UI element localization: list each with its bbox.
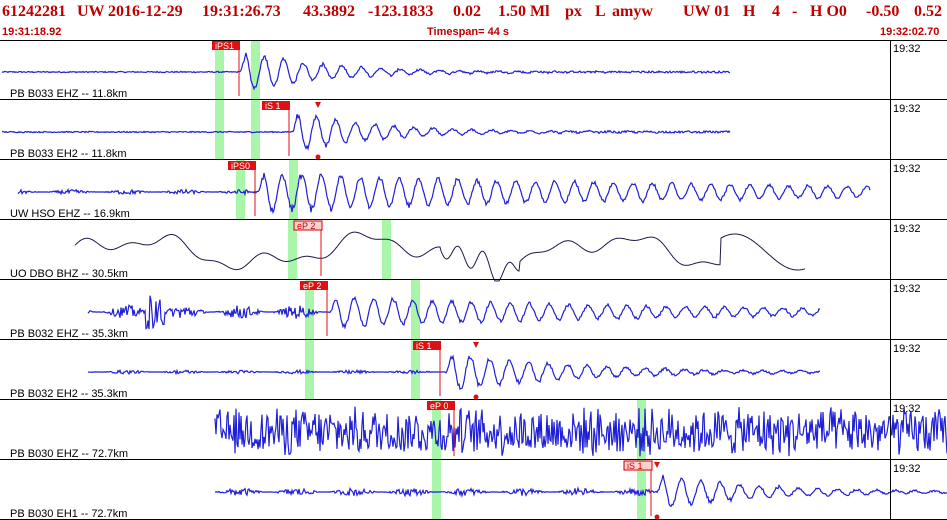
phase-window-marker: [432, 400, 441, 460]
phase-window-marker: [236, 160, 245, 220]
event-date: 2016-12-29: [108, 3, 183, 20]
waveform-trace: [1, 113, 731, 151]
amplitude-marker-icon: [315, 102, 321, 108]
seismogram-panel[interactable]: iPS1 PB B033 EHZ -- 11.8km 19:32 iS 1 PB B03…: [0, 40, 947, 520]
station-label: PB B030 EH1 -- 72.7km: [10, 508, 127, 520]
start-time: 19:31:18.92: [2, 26, 62, 38]
trace-panel[interactable]: eP 2 PB B032 EHZ -- 35.3km 19:32: [0, 280, 947, 340]
phase-window-marker: [382, 220, 391, 280]
phase-window-marker: [411, 280, 420, 340]
trace-panel[interactable]: iS 1 PB B033 EH2 -- 11.8km 19:32: [0, 100, 947, 160]
phase-pick-flag[interactable]: [212, 41, 240, 50]
phase-pick-flag[interactable]: [262, 101, 290, 110]
phase-window-marker: [432, 460, 441, 520]
phase-pick-flag[interactable]: [228, 161, 256, 170]
station-label: UW HSO EHZ -- 16.9km: [10, 208, 130, 220]
trace-time-label: 19:32: [893, 343, 921, 355]
station-label: PB B030 EHZ -- 72.7km: [10, 448, 128, 460]
waveform-trace: [215, 474, 947, 508]
phase-pick-flag[interactable]: [623, 460, 653, 471]
phase-pick-flag[interactable]: [427, 401, 455, 410]
trace-panel[interactable]: iPS1 PB B033 EHZ -- 11.8km 19:32: [0, 40, 947, 100]
phase-window-marker: [288, 220, 297, 280]
event-latitude: 43.3892: [303, 3, 355, 20]
trace-time-label: 19:32: [893, 43, 921, 55]
phase-pick-label: eP 0: [430, 401, 448, 411]
waveform-trace: [17, 172, 871, 215]
phase-pick-label: eP 2: [303, 281, 321, 291]
timespan-bar: 19:31:18.92 Timespan= 44 s 19:32:02.70: [0, 24, 947, 40]
station-label: PB B033 EHZ -- 11.8km: [10, 88, 127, 100]
event-quality: H: [743, 3, 756, 20]
phase-window-marker: [215, 100, 224, 160]
waveform-trace: [74, 231, 806, 282]
waveform-trace: [214, 406, 947, 457]
amplitude-marker-dot: [315, 154, 321, 160]
waveform-trace: [1, 52, 731, 91]
trace-time-label: 19:32: [893, 223, 921, 235]
phase-window-marker: [251, 100, 260, 160]
station-label: PB B033 EH2 -- 11.8km: [10, 148, 127, 160]
timespan-label: Timespan= 44 s: [427, 26, 510, 38]
amplitude-marker-icon: [654, 462, 660, 468]
phase-window-marker: [305, 340, 314, 400]
event-depth: 0.02: [453, 3, 481, 20]
phase-window-marker: [637, 460, 646, 520]
phase-pick-label: iS 1: [627, 461, 643, 471]
waveform-trace: [87, 354, 821, 390]
amplitude-marker-dot: [654, 514, 660, 520]
phase-pick-label: eP 2: [297, 221, 315, 231]
phase-pick-flag[interactable]: [293, 220, 323, 231]
event-hq: H O0: [810, 3, 847, 20]
station-label: PB B032 EH2 -- 35.3km: [10, 388, 127, 400]
phase-window-marker: [215, 40, 224, 100]
phase-window-marker: [411, 340, 420, 400]
amplitude-marker-dot: [473, 394, 479, 400]
station-label: UO DBO BHZ -- 30.5km: [10, 268, 128, 280]
phase-pick-label: iPS0: [231, 161, 250, 171]
phase-pick-label: iS 1: [416, 341, 432, 351]
trace-panel[interactable]: eP 2 UO DBO BHZ -- 30.5km 19:32: [0, 220, 947, 282]
station-label: PB B032 EHZ -- 35.3km: [10, 328, 128, 340]
end-time: 19:32:02.70: [880, 26, 940, 38]
phase-pick-label: iS 1: [265, 101, 281, 111]
phase-window-marker: [637, 400, 646, 460]
trace-time-label: 19:32: [893, 103, 921, 115]
event-time: 19:31:26.73: [202, 3, 281, 20]
phase-pick-flag[interactable]: [413, 341, 441, 350]
trace-panel[interactable]: iS 1 PB B032 EH2 -- 35.3km 19:32: [0, 340, 947, 400]
trace-time-label: 19:32: [893, 463, 921, 475]
trace-time-label: 19:32: [893, 163, 921, 175]
event-id: 61242281: [2, 3, 66, 20]
event-value-1: -0.50: [866, 3, 900, 20]
waveform-trace: [87, 295, 821, 330]
trace-time-label: 19:32: [893, 283, 921, 295]
amplitude-marker-icon: [473, 342, 479, 348]
trace-panel[interactable]: iS 1 PB B030 EH1 -- 72.7km 19:32: [0, 460, 947, 520]
phase-pick-flag[interactable]: [300, 281, 328, 290]
event-count: 4: [772, 3, 780, 20]
trace-panel[interactable]: iPS0 UW HSO EHZ -- 16.9km 19:32: [0, 160, 947, 220]
phase-pick-label: iPS1: [215, 41, 234, 51]
event-summary-header: 61242281 UW 2016-12-29 19:31:26.73 43.38…: [0, 0, 947, 24]
event-dash: -: [792, 3, 798, 20]
event-type: px: [565, 3, 582, 20]
event-longitude: -123.1833: [368, 3, 434, 20]
trace-panel[interactable]: eP 0 PB B030 EHZ -- 72.7km 19:32: [0, 400, 947, 460]
event-source: UW 01: [683, 3, 731, 20]
phase-window-marker: [251, 40, 260, 100]
event-network: UW: [77, 3, 105, 20]
event-magnitude: 1.50 Ml: [498, 3, 550, 20]
event-analyst: amyw: [612, 3, 653, 20]
trace-time-label: 19:32: [893, 403, 921, 415]
event-status: L: [595, 3, 606, 20]
phase-window-marker: [289, 160, 298, 220]
event-value-2: 0.52: [914, 3, 942, 20]
